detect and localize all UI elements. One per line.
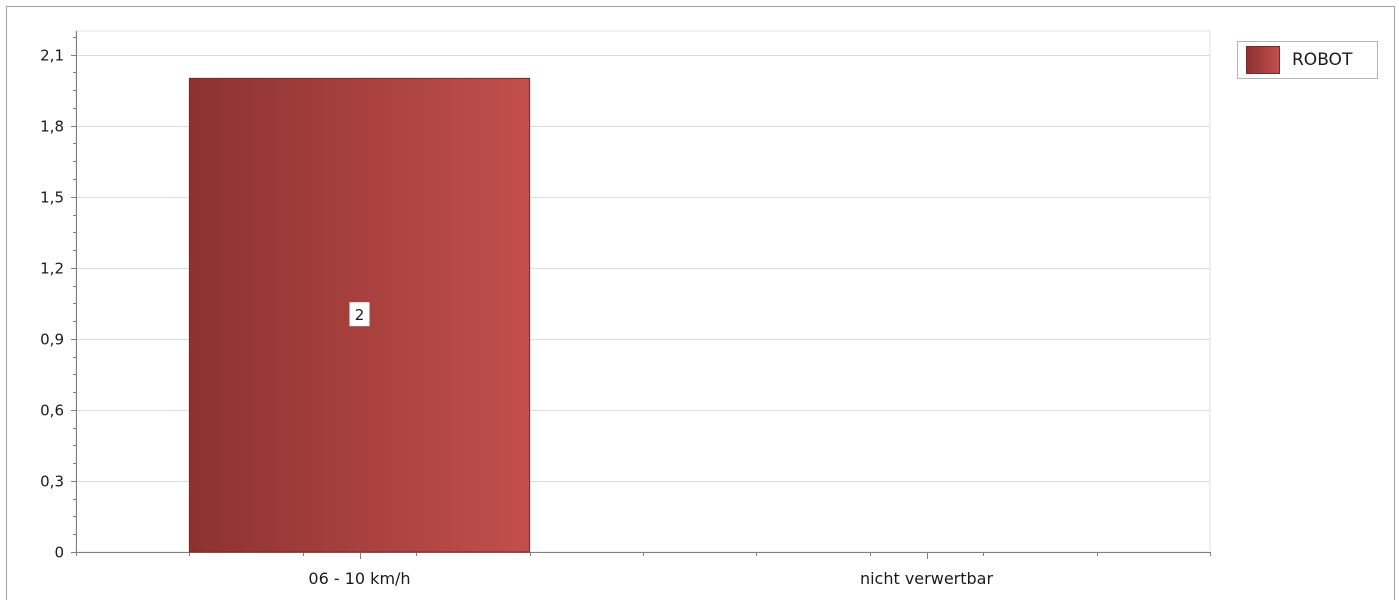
bar-chart: 0 0,3 0,6 0,9 1,2 1,5 1,8 2,1 06 - 10 km/h 2 nicht…: [40, 30, 1211, 588]
legend-swatch-robot: [1246, 46, 1280, 74]
y-tick-label: 1,5: [40, 189, 64, 207]
x-tick-label: nicht verwertbar: [860, 569, 994, 588]
plot-area: 0 0,3 0,6 0,9 1,2 1,5 1,8 2,1 06 - 10 km/h 2 nicht…: [40, 30, 1211, 588]
y-tick-label: 0: [54, 544, 64, 562]
y-tick-label: 0,3: [40, 473, 64, 491]
data-label-bg: [349, 302, 370, 327]
y-tick-label: 1,8: [40, 118, 64, 136]
chart-legend: ROBOT: [1237, 41, 1378, 79]
data-label: 2: [355, 306, 365, 324]
y-tick-label: 0,9: [40, 331, 64, 349]
y-tick-label: 1,2: [40, 260, 64, 278]
y-tick-label: 0,6: [40, 402, 64, 420]
chart-frame: 0 0,3 0,6 0,9 1,2 1,5 1,8 2,1 06 - 10 km/h 2 nicht…: [6, 6, 1395, 600]
legend-label-robot: ROBOT: [1292, 50, 1353, 70]
x-tick-label: 06 - 10 km/h: [308, 569, 410, 588]
y-tick-label: 2,1: [40, 47, 64, 65]
